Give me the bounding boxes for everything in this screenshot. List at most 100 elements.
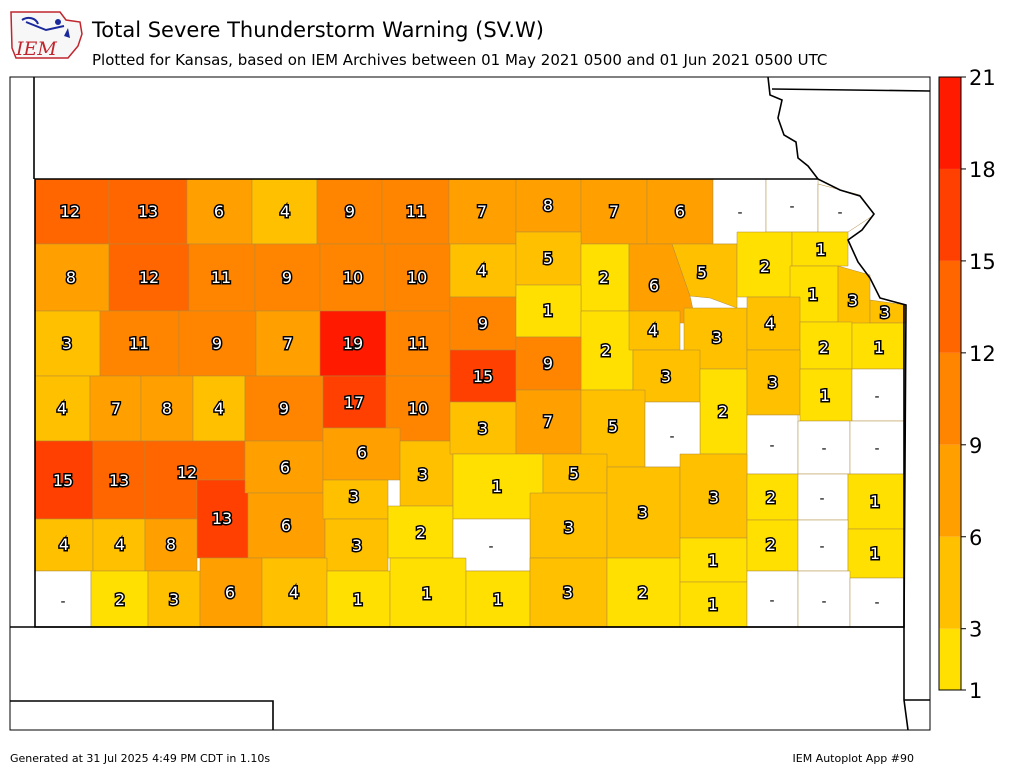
county-label-89: 3: [169, 590, 179, 609]
county-layer: [34, 178, 907, 628]
county-label-30: 11: [129, 334, 149, 353]
county-label-90: 6: [225, 583, 235, 602]
county-label-21: 2: [599, 268, 609, 287]
county-label-66: 5: [608, 417, 618, 436]
county-label-4: 9: [345, 202, 355, 221]
county-label-46: 4: [214, 399, 224, 418]
county-label-93: 1: [422, 584, 432, 603]
county-23: [671, 243, 738, 309]
county-label-95: 3: [563, 583, 573, 602]
county-label-64: 3: [478, 419, 488, 438]
county-label-61: 6: [280, 458, 290, 477]
county-label-73: 8: [166, 535, 176, 554]
iowa-nebraska-border: [771, 88, 931, 92]
county-label-69: -: [821, 441, 826, 457]
county-label-47: 9: [279, 399, 289, 418]
county-label-24: 2: [760, 257, 770, 276]
county-label-87: -: [60, 594, 65, 610]
county-label-39: 3: [712, 328, 722, 347]
county-label-19: 4: [477, 261, 487, 280]
county-label-18: 10: [407, 268, 427, 287]
county-label-40: 4: [765, 314, 775, 333]
county-label-63: 3: [418, 465, 428, 484]
county-label-22: 6: [649, 276, 659, 295]
county-label-71: 4: [59, 535, 69, 554]
county-label-41: 2: [819, 338, 829, 357]
county-label-76: 3: [352, 536, 362, 555]
county-label-42: 1: [874, 338, 884, 357]
county-label-56: -: [874, 389, 879, 405]
county-label-14: 12: [139, 268, 159, 287]
county-label-57: 15: [53, 471, 73, 490]
county-label-58: 13: [109, 471, 129, 490]
county-label-36: 1: [543, 301, 553, 320]
missouri-river: [767, 76, 819, 180]
county-label-28: 3: [880, 303, 890, 322]
county-label-88: 2: [115, 590, 125, 609]
county-label-81: -: [488, 539, 493, 555]
county-label-77: 2: [416, 523, 426, 542]
county-label-34: 11: [408, 334, 428, 353]
county-label-97: 1: [708, 551, 718, 570]
county-label-78: 1: [492, 477, 502, 496]
county-label-44: 7: [111, 399, 121, 418]
county-label-5: 11: [406, 202, 426, 221]
county-label-0: 12: [60, 202, 80, 221]
county-label-11: -: [789, 199, 794, 215]
county-label-72: 4: [115, 535, 125, 554]
county-label-102: -: [769, 593, 774, 609]
texas-panhandle-border: [10, 700, 274, 730]
county-label-65: 7: [543, 412, 553, 431]
county-label-99: 2: [766, 535, 776, 554]
county-label-26: 1: [808, 285, 818, 304]
map-title: Total Severe Thunderstorm Warning (SV.W): [92, 18, 544, 42]
county-label-80: 3: [564, 518, 574, 537]
county-label-60: 13: [212, 509, 232, 528]
county-label-62: 6: [357, 443, 367, 462]
county-label-82: 3: [638, 503, 648, 522]
county-label-35: 9: [478, 314, 488, 333]
county-label-6: 7: [477, 202, 487, 221]
county-label-43: 4: [57, 399, 67, 418]
county-label-104: -: [874, 595, 879, 611]
county-label-70: -: [874, 441, 879, 457]
county-label-12: -: [837, 205, 842, 221]
county-label-94: 1: [493, 590, 503, 609]
county-label-20: 5: [543, 249, 553, 268]
footer-app: IEM Autoplot App #90: [792, 752, 915, 765]
county-label-8: 7: [609, 202, 619, 221]
county-label-15: 11: [211, 268, 231, 287]
county-label-31: 9: [212, 334, 222, 353]
county-25: [791, 231, 849, 267]
county-label-75: 3: [349, 487, 359, 506]
county-label-27: 3: [848, 291, 858, 310]
county-label-37: 2: [601, 341, 611, 360]
county-label-16: 9: [282, 268, 292, 287]
county-label-103: -: [821, 594, 826, 610]
iem-logo: IEM: [10, 11, 83, 60]
county-label-7: 8: [543, 196, 553, 215]
county-label-38: 4: [648, 321, 658, 340]
county-labels: 12 13 6 4 9 11 7 8 7 6- - -8 12 11 9 10 10 452 65 211 333 11 9…: [51, 195, 891, 616]
county-label-48: 17: [344, 393, 364, 412]
county-label-53: 2: [718, 402, 728, 421]
county-label-52: 3: [661, 367, 671, 386]
county-label-9: 6: [675, 202, 685, 221]
county-label-86: 1: [870, 492, 880, 511]
state-borders: [10, 76, 931, 731]
county-label-100: -: [819, 539, 824, 555]
county-label-50: 15: [473, 367, 493, 386]
county-label-49: 10: [408, 399, 428, 418]
county-label-1: 13: [138, 202, 158, 221]
county-label-10: -: [737, 205, 742, 221]
county-label-29: 3: [62, 334, 72, 353]
county-label-25: 1: [816, 240, 826, 259]
county-label-98: 1: [708, 595, 718, 614]
county-label-101: 1: [870, 544, 880, 563]
county-label-67: -: [669, 429, 674, 445]
county-label-32: 7: [283, 334, 293, 353]
county-label-83: 3: [709, 488, 719, 507]
county-label-33: 19: [343, 334, 363, 353]
county-label-2: 6: [214, 202, 224, 221]
